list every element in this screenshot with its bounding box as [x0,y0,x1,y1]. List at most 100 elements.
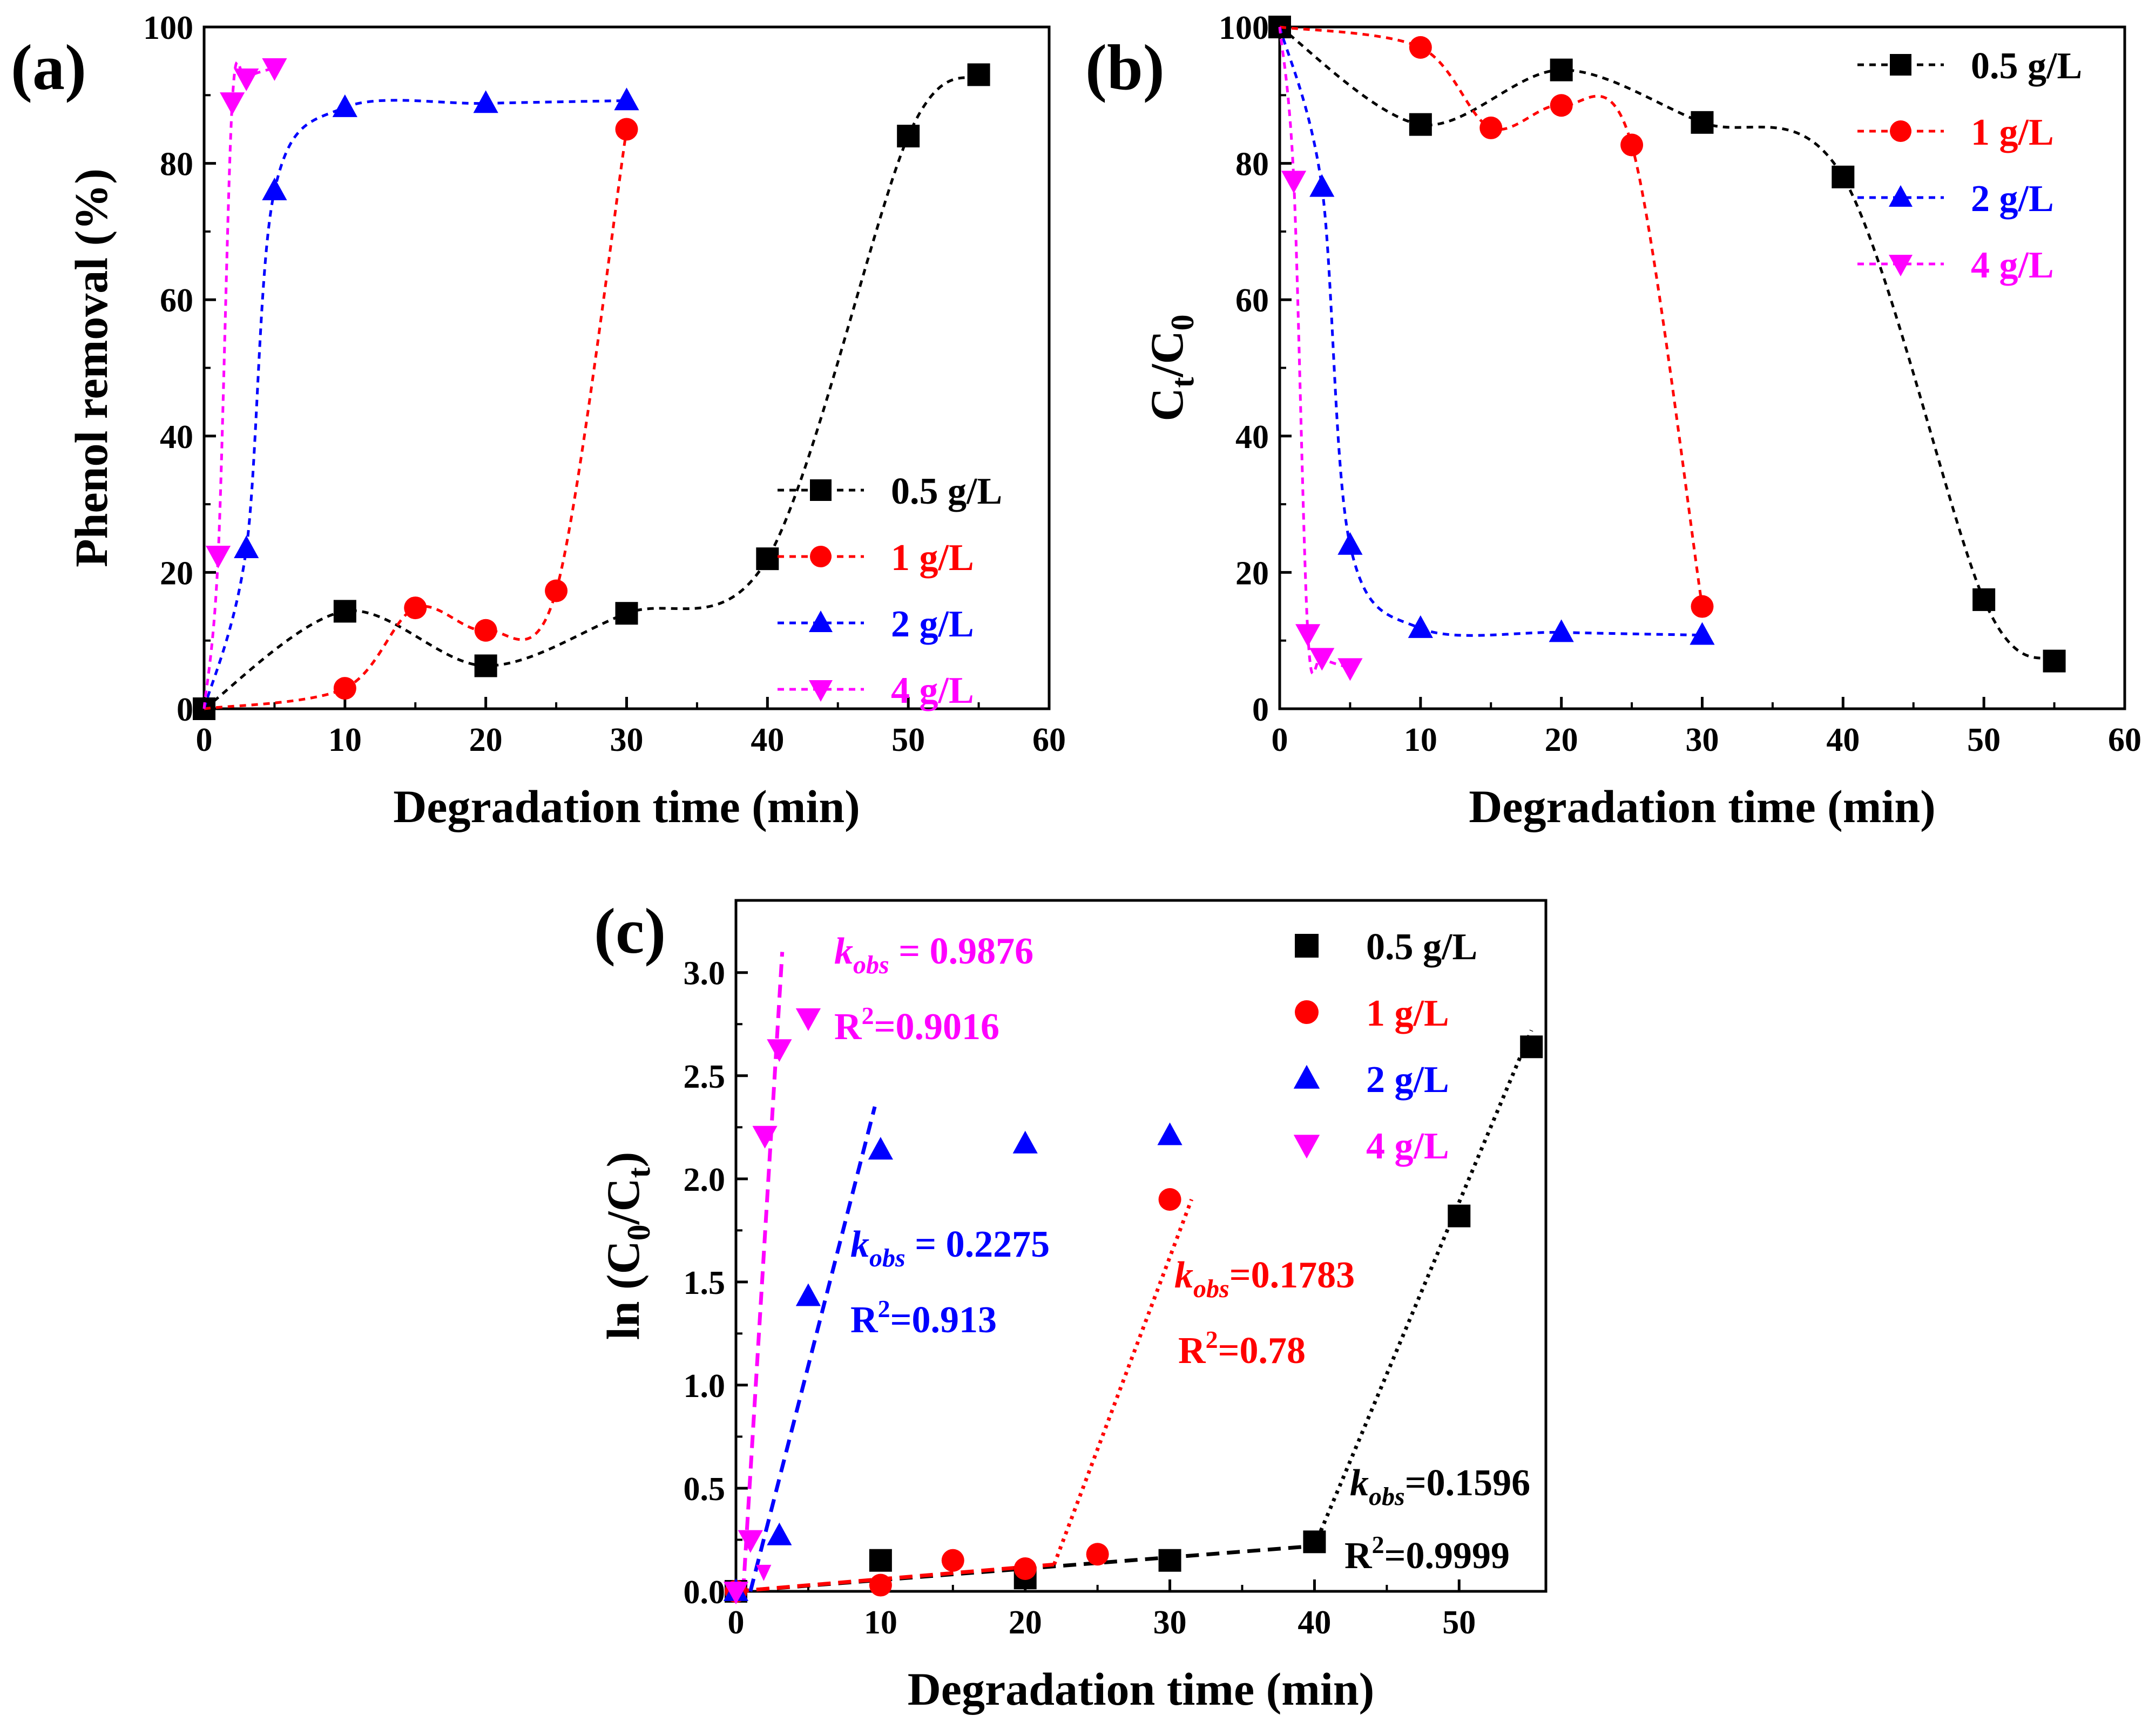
y-tick-label: 60 [1235,282,1269,319]
fit-arrow [756,1564,772,1581]
y-tick-label: 3.0 [684,955,726,992]
data-point-s4 [1337,658,1363,681]
y-tick-label: 2.0 [684,1162,726,1198]
chart-panel-a: 0 10 20 30 40 50 60 0 20 40 60 80 100 (a) Degradation … [11,10,1066,832]
data-point-s2 [614,87,639,111]
data-point-s1 [545,579,568,602]
fit-line-s4 [741,952,785,1592]
k-value: = 0.9876 [889,931,1033,972]
y-axis-label: Phenol removal (%) [65,168,117,567]
data-point-s2 [1408,615,1433,638]
panel-label: (c) [594,895,666,967]
r2-value: =0.913 [890,1299,997,1341]
series-line-s1 [204,129,628,710]
data-point-s05 [967,63,990,86]
data-point-s2 [473,90,498,113]
legend-marker-s05 [1890,54,1911,76]
r-superscript: 2 [1206,1326,1218,1353]
data-point-s4 [767,1039,792,1062]
data-point-s05 [615,602,638,625]
y-tick-label: 0.0 [684,1574,726,1611]
x-tick-label: 40 [1826,722,1860,758]
r-superscript: 2 [862,1002,874,1029]
r2-annotation-s05: R2=0.9999 [1344,1531,1510,1577]
data-point-s1 [615,118,638,141]
data-point-s4 [205,545,231,568]
legend-marker-s2 [809,611,833,632]
data-point-s2 [1549,619,1574,642]
x-tick-label: 50 [1967,722,2001,758]
x-tick-label: 10 [1404,722,1437,758]
x-tick-label: 20 [1545,722,1578,758]
legend-marker-s05 [1295,934,1319,958]
x-tick-label: 50 [891,722,925,758]
data-point-s05 [1972,588,1996,611]
x-tick-label: 60 [1032,722,1066,758]
data-point-s2 [1690,622,1715,645]
chart-panel-b: 0 10 20 30 40 50 60 0 20 40 60 80 100 (b) Degradation … [1085,10,2141,832]
k-obs-annotation-s4: kobs = 0.9876 [834,931,1033,979]
data-point-s05 [333,600,356,623]
y-tick-label: 20 [160,555,193,592]
data-point-s2 [795,1283,821,1306]
data-point-s05 [474,654,497,677]
x-tick-label: 30 [610,722,644,758]
k-subscript: obs [853,951,889,979]
x-axis-label: Degradation time (min) [1469,781,1936,832]
x-axis-label: Degradation time (min) [908,1663,1375,1715]
panel-label: (b) [1085,31,1165,103]
data-point-s2 [262,177,287,200]
fit-line-s2 [748,1106,877,1592]
y-tick-label: 60 [160,282,193,319]
k-obs-annotation-s1: kobs=0.1783 [1174,1254,1355,1303]
y-axis-label-part: t [621,1167,657,1178]
legend-label-s4: 4 g/L [1366,1125,1449,1167]
k-subscript: obs [1369,1482,1405,1511]
k-subscript: obs [869,1244,906,1272]
data-point-s2 [868,1137,893,1160]
data-point-s2 [1157,1122,1183,1145]
legend-marker-s4 [809,680,833,702]
k-subscript: obs [1193,1274,1229,1303]
legend-label-s1: 1 g/L [1366,993,1449,1034]
y-axis-label-part: t [1165,377,1200,388]
legend-marker-s4 [1889,255,1913,276]
data-point-s2 [1337,532,1363,555]
k-value: = 0.2275 [906,1224,1050,1265]
k-obs-annotation-s2: kobs = 0.2275 [850,1224,1050,1272]
r-symbol: R [850,1299,879,1341]
data-point-s2 [234,535,259,559]
legend-marker-s1 [1890,120,1911,142]
k-value: =0.1783 [1229,1254,1355,1296]
r2-value: =0.9016 [874,1006,999,1048]
data-point-s4 [752,1125,778,1149]
x-tick-label: 40 [1298,1604,1331,1641]
legend-marker-s4 [1293,1135,1320,1159]
legend-label-s05: 0.5 g/L [1366,926,1477,968]
x-tick-label: 0 [1272,722,1288,758]
legend-marker-s2 [1293,1064,1320,1089]
y-axis-label: ln (C0/Ct) [597,1152,657,1340]
data-point-s1 [404,596,427,620]
y-tick-label: 100 [1219,10,1269,46]
k-symbol: k [1350,1462,1369,1504]
x-axis-label: Degradation time (min) [393,781,860,832]
panel-label: (a) [11,31,86,103]
data-point-s05 [2043,649,2066,673]
series-line-s4 [202,60,275,709]
legend-marker-s1 [810,546,832,567]
legend-marker-s1 [1295,1000,1319,1024]
r2-annotation-s1: R2=0.78 [1178,1326,1306,1372]
x-tick-label: 20 [1009,1604,1042,1641]
series-line-s1 [1279,25,1704,607]
x-tick-label: 30 [1686,722,1719,758]
y-tick-label: 100 [143,10,193,46]
data-point-s05 [1550,58,1573,82]
y-tick-label: 1.5 [684,1265,726,1301]
y-tick-label: 2.5 [684,1059,726,1095]
data-point-s4 [220,92,245,116]
data-point-s1 [1691,595,1714,618]
x-tick-label: 20 [469,722,503,758]
series-line-s4 [1278,26,1351,675]
k-symbol: k [834,931,853,972]
